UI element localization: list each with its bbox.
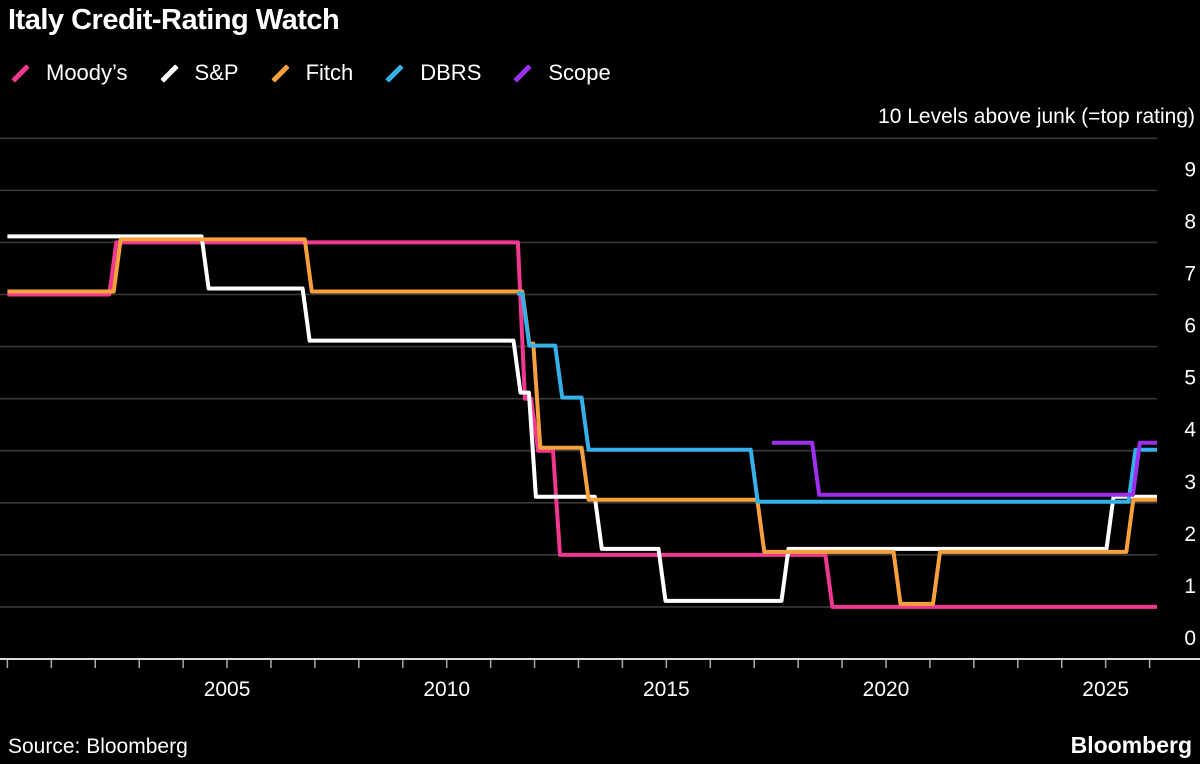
- svg-text:5: 5: [1184, 367, 1196, 390]
- svg-text:2020: 2020: [863, 678, 910, 701]
- legend-item-fitch: Fitch: [270, 60, 354, 86]
- y-axis-top-annotation: 10 Levels above junk (=top rating): [878, 105, 1195, 128]
- bloomberg-logo: Bloomberg: [1070, 732, 1192, 758]
- svg-text:2010: 2010: [423, 678, 470, 701]
- svg-text:1: 1: [1184, 575, 1196, 598]
- legend-item-sp: S&P: [159, 60, 239, 86]
- chart-legend: Moody’s S&P Fitch DBRS Scope: [10, 60, 611, 86]
- svg-text:3: 3: [1184, 471, 1196, 494]
- svg-text:8: 8: [1184, 210, 1196, 233]
- source-credit: Source: Bloomberg: [8, 735, 188, 758]
- svg-text:2: 2: [1184, 523, 1196, 546]
- page-title: Italy Credit-Rating Watch: [8, 4, 340, 36]
- legend-label: Fitch: [305, 60, 354, 85]
- svg-text:0: 0: [1184, 627, 1196, 650]
- svg-text:9: 9: [1184, 158, 1196, 181]
- svg-text:2015: 2015: [643, 678, 690, 701]
- legend-label: DBRS: [420, 60, 482, 85]
- svg-text:6: 6: [1184, 315, 1196, 338]
- legend-item-moodys: Moody’s: [10, 60, 128, 86]
- svg-text:4: 4: [1184, 419, 1196, 442]
- legend-label: Scope: [548, 60, 611, 85]
- svg-text:2025: 2025: [1082, 678, 1129, 701]
- legend-label: Moody’s: [46, 60, 128, 85]
- legend-item-dbrs: DBRS: [384, 60, 481, 86]
- svg-text:2005: 2005: [204, 678, 251, 701]
- legend-item-scope: Scope: [512, 60, 611, 86]
- legend-label: S&P: [194, 60, 239, 85]
- svg-text:7: 7: [1184, 263, 1196, 286]
